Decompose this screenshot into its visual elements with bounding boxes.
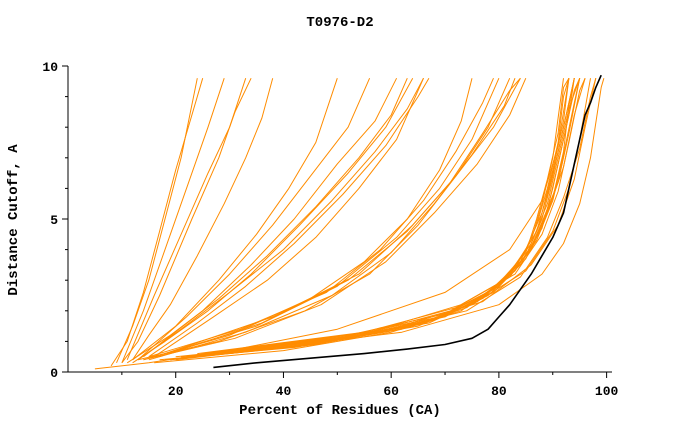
model-curve	[213, 78, 597, 355]
model-curve	[164, 77, 521, 355]
x-tick-label: 80	[491, 384, 507, 399]
model-curve	[153, 77, 424, 358]
model-curve	[132, 77, 414, 364]
model-curve	[197, 78, 581, 355]
model-curve	[132, 78, 274, 361]
model-curve	[143, 77, 398, 358]
chart-title: T0976-D2	[306, 15, 373, 31]
y-tick-label: 10	[42, 60, 58, 75]
x-tick-label: 100	[595, 384, 619, 399]
reference-curve	[213, 74, 602, 369]
y-axis-label: Distance Cutoff, A	[6, 144, 22, 296]
model-curve	[154, 77, 500, 358]
model-curve	[159, 78, 570, 361]
model-curve	[197, 78, 597, 358]
tick-marks	[62, 65, 608, 378]
x-tick-label: 40	[276, 384, 292, 399]
model-curve	[121, 78, 225, 363]
model-curve	[148, 77, 430, 358]
model-curve	[159, 77, 521, 358]
x-axis-label: Percent of Residues (CA)	[239, 403, 441, 419]
series-lines	[94, 74, 605, 370]
model-curve	[170, 77, 581, 361]
model-curve	[116, 78, 198, 364]
model-curve	[202, 77, 586, 355]
model-curve	[126, 77, 408, 364]
model-curve	[137, 77, 424, 361]
x-tick-label: 20	[168, 384, 184, 399]
model-curve	[229, 78, 605, 355]
model-curve	[175, 78, 570, 358]
model-curve	[154, 77, 570, 364]
model-curve	[137, 77, 371, 361]
model-curve	[143, 77, 527, 361]
model-curve	[164, 78, 564, 361]
model-curve	[164, 78, 575, 361]
tick-labels: 20 40 60 80 100 0 5 10	[42, 60, 618, 399]
model-curve	[121, 77, 252, 364]
y-tick-label: 0	[50, 366, 58, 381]
model-curve	[191, 78, 581, 358]
model-curve	[94, 78, 570, 370]
model-curve	[181, 78, 586, 358]
model-curve	[148, 78, 516, 361]
model-curve	[175, 78, 581, 361]
model-curve	[110, 78, 204, 367]
y-tick-label: 5	[50, 213, 58, 228]
x-tick-label: 60	[383, 384, 399, 399]
